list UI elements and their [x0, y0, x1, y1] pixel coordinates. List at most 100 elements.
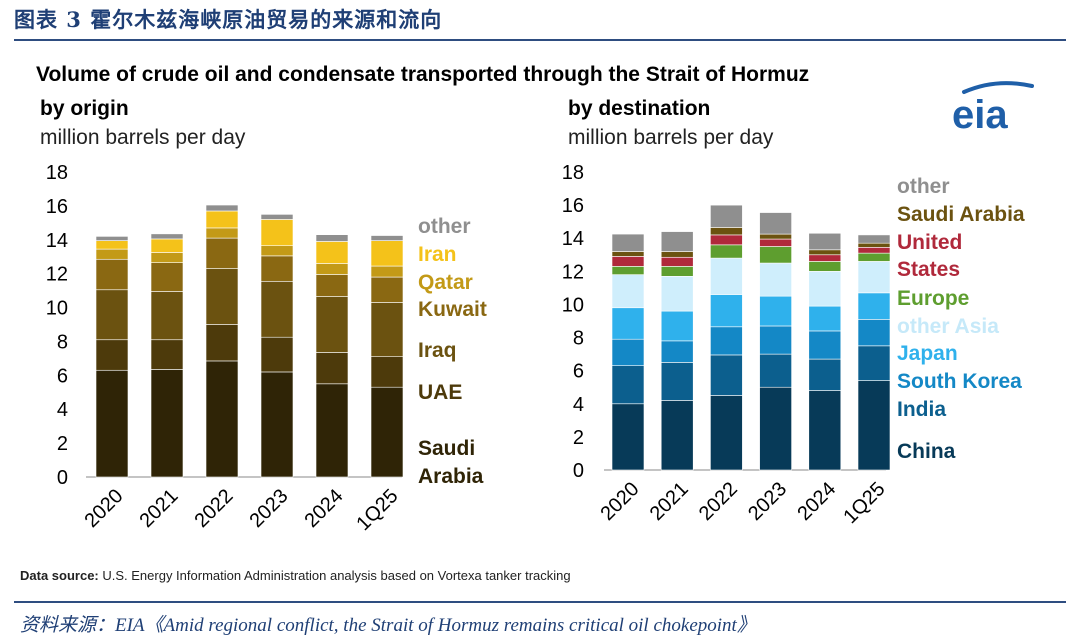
bar-segment — [857, 242, 891, 248]
y-tick-label: 10 — [46, 298, 68, 320]
x-tick-label: 2022 — [191, 485, 238, 532]
bar-segment — [710, 326, 743, 356]
bar-segment — [808, 305, 842, 332]
bar-segment — [370, 386, 404, 478]
chart-1: 0 2 4 6 8 10 12 14 16 18 2020 2021 2022 2023 2024 1Q25 — [562, 162, 891, 528]
x-tick-label: 2024 — [793, 478, 840, 525]
bar-segment — [808, 330, 842, 360]
left-chart-subtitle: by origin — [40, 97, 129, 120]
bar-segment — [611, 365, 645, 405]
bar-segment — [315, 296, 349, 353]
bar-segment — [150, 291, 184, 341]
bar-segment — [710, 354, 743, 396]
y-tick-label: 16 — [562, 195, 584, 217]
bar-segment — [150, 262, 184, 292]
bar-segment — [857, 247, 891, 254]
legend-item: Saudi Arabia — [897, 203, 1025, 226]
bar-segment — [315, 352, 349, 385]
legend-item: other — [418, 215, 471, 238]
bar-segment — [808, 358, 842, 391]
source-text: U.S. Energy Information Administration a… — [98, 568, 571, 583]
bar-segment — [808, 249, 842, 256]
eia-logo: eia — [952, 81, 1034, 136]
bar-segment — [808, 261, 842, 272]
bar-segment — [611, 403, 645, 471]
legend-item: Iran — [418, 243, 457, 266]
legend-item: Iraq — [418, 339, 457, 362]
legend-item: Arabia — [418, 465, 484, 488]
y-tick-label: 2 — [57, 433, 68, 455]
bar-segment — [857, 234, 891, 244]
x-tick-label: 1Q25 — [352, 485, 402, 535]
bar-segment — [857, 345, 891, 381]
x-tick-label: 2020 — [81, 485, 128, 532]
bar-segment — [315, 263, 349, 275]
bar-segment — [260, 336, 294, 373]
bar-segment — [315, 234, 349, 242]
bar-segment — [205, 204, 239, 212]
bar-segment — [150, 252, 184, 263]
bar-segment — [808, 271, 842, 307]
legend-item: other — [897, 175, 950, 198]
bar-segment — [315, 241, 349, 264]
bar-segment — [95, 240, 129, 250]
y-tick-label: 8 — [57, 331, 68, 353]
source-label: Data source: — [20, 568, 99, 583]
y-tick-label: 6 — [57, 365, 68, 387]
bottom-rule — [14, 601, 1066, 603]
x-tick-label: 1Q25 — [839, 478, 889, 528]
figure-title: 图表 3 霍尔木兹海峡原油贸易的来源和流向 — [14, 7, 443, 32]
bar-segment — [611, 251, 645, 257]
y-tick-label: 4 — [57, 399, 68, 421]
right-chart-subtitle: by destination — [568, 97, 711, 120]
bar-segment — [759, 386, 792, 471]
bar-segment — [370, 356, 404, 388]
bar-segment — [205, 360, 239, 478]
x-tick-label: 2021 — [136, 485, 183, 532]
bar-segment — [660, 256, 694, 267]
bar-segment — [95, 248, 129, 260]
left-chart-unit: million barrels per day — [40, 126, 246, 149]
bar-segment — [370, 276, 404, 303]
bar-segment — [611, 274, 645, 309]
bar-segment — [370, 265, 404, 278]
top-rule — [14, 39, 1066, 41]
legend-item: States — [897, 258, 961, 281]
bar-segment — [150, 369, 184, 478]
data-source-note: Data source: U.S. Energy Information Adm… — [20, 568, 571, 583]
legend-item: other Asia — [897, 315, 999, 338]
y-tick-label: 8 — [573, 328, 584, 350]
logo-text: eia — [952, 93, 1008, 136]
bar-segment — [95, 369, 129, 478]
y-tick-label: 16 — [46, 196, 68, 218]
bar-segment — [710, 257, 743, 295]
x-tick-label: 2023 — [246, 485, 293, 532]
bar-segment — [95, 339, 129, 371]
bar-segment — [808, 390, 842, 471]
bar-segment — [710, 294, 743, 328]
y-tick-label: 0 — [57, 467, 68, 489]
bar-segment — [205, 227, 239, 239]
bar-segment — [611, 338, 645, 367]
bar-segment — [611, 233, 645, 252]
bar-segment — [710, 227, 743, 236]
bar-segment — [759, 233, 792, 240]
bar-segment — [857, 261, 891, 294]
bar-segment — [205, 237, 239, 269]
bar-segment — [205, 268, 239, 325]
bar-segment — [710, 395, 743, 471]
bar-segment — [660, 340, 694, 363]
bar-segment — [759, 262, 792, 297]
bar-segment — [260, 255, 294, 282]
y-tick-label: 4 — [573, 394, 584, 416]
bar-segment — [759, 353, 792, 388]
bar-segment — [857, 292, 891, 320]
bar-segment — [260, 219, 294, 247]
y-tick-label: 0 — [573, 460, 584, 482]
y-tick-label: 14 — [562, 228, 584, 250]
bar-segment — [660, 362, 694, 401]
bar-segment — [95, 289, 129, 341]
bar-segment — [808, 232, 842, 251]
x-tick-label: 2024 — [301, 485, 348, 532]
